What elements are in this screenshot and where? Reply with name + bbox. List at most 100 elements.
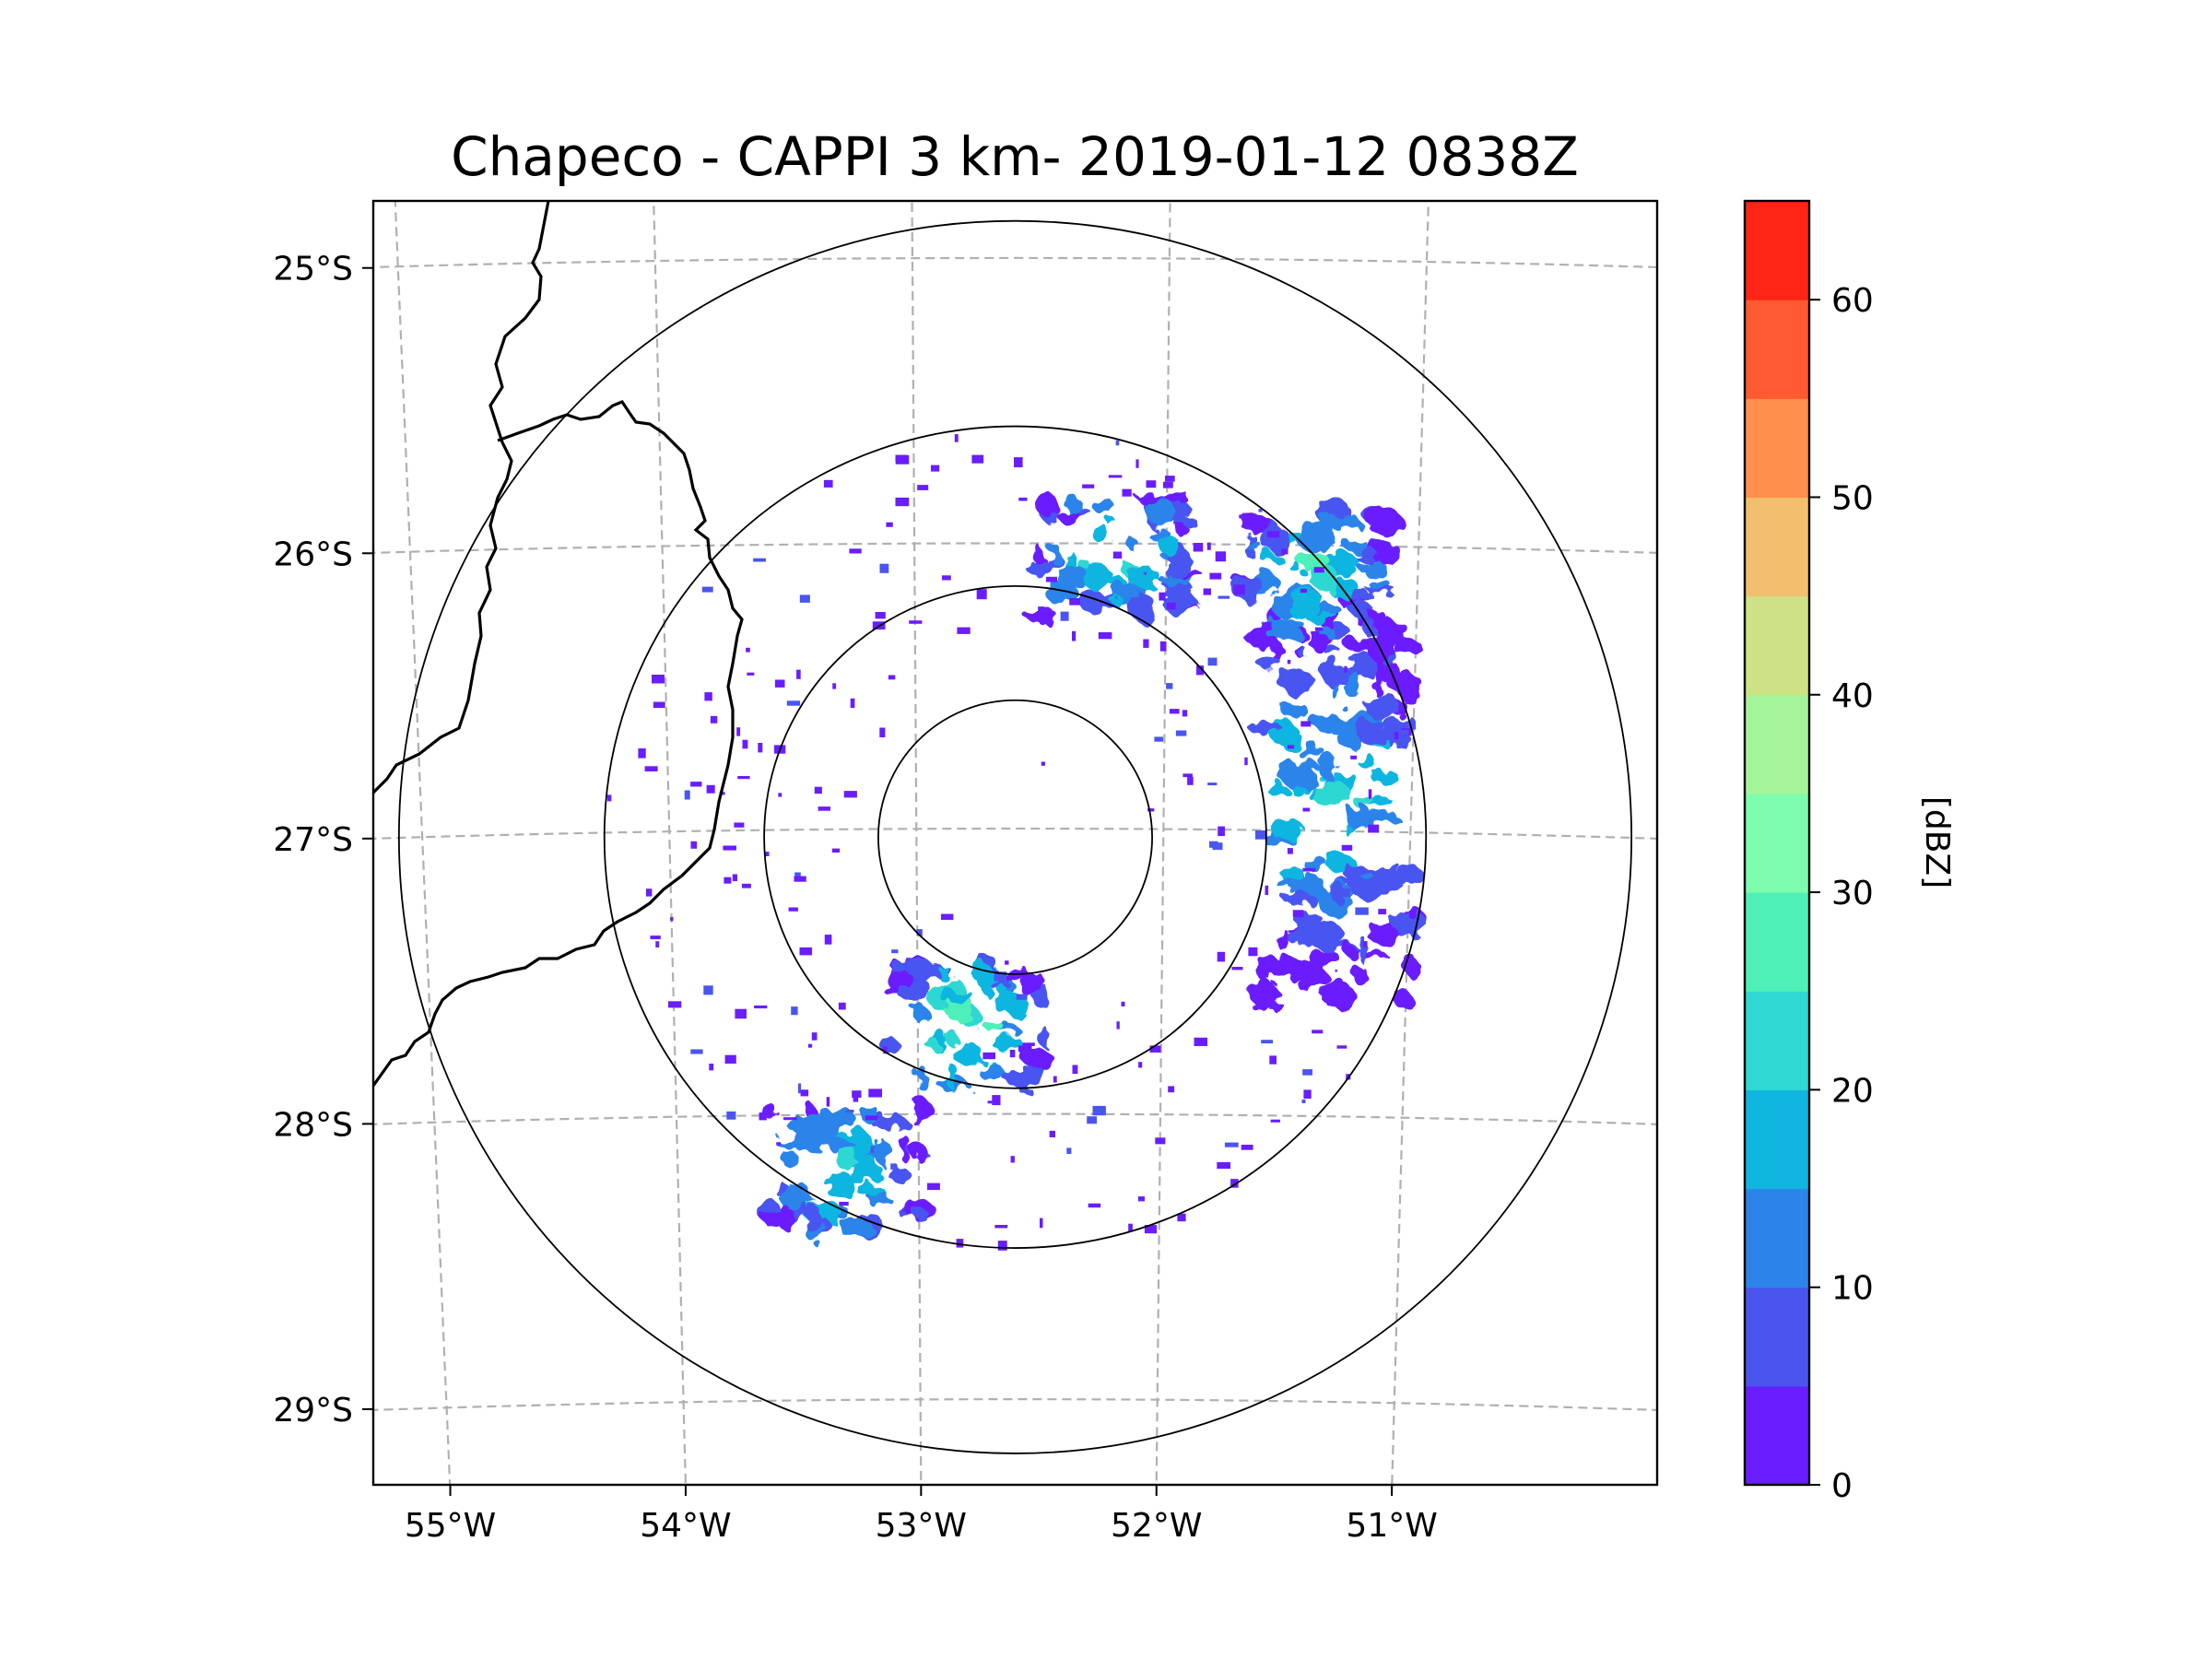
echo-pixel: [1343, 540, 1371, 552]
echo-pixel: [1022, 1042, 1035, 1046]
echo-pixel: [913, 1206, 927, 1220]
echo-pixel: [1287, 848, 1293, 854]
latitude-gridlines: [373, 256, 1657, 1412]
echo-pixel: [1187, 776, 1194, 785]
echo-pixel: [843, 791, 857, 798]
echo-pixel: [734, 822, 745, 828]
echo-pixel: [1088, 1203, 1101, 1208]
echo-pixel: [954, 434, 959, 442]
echo-pixel: [1350, 964, 1362, 978]
echo-pixel: [891, 949, 899, 954]
echo-pixel: [1082, 484, 1095, 488]
echo-pixel: [644, 766, 658, 771]
echo-pixel: [1215, 551, 1227, 562]
echo-pixel: [1049, 1130, 1055, 1137]
echo-pixel: [942, 575, 951, 581]
echo-pixel: [1233, 584, 1245, 595]
echo-pixel: [703, 985, 713, 995]
echo-pixel: [1265, 885, 1269, 895]
echo-pixel: [1009, 1050, 1016, 1058]
colorbar-tick-label: 10: [1831, 1270, 1874, 1308]
echo-pixel: [913, 1005, 929, 1023]
echo-pixel: [1350, 755, 1358, 759]
echo-pixel: [1039, 1026, 1050, 1048]
echo-pixel: [1368, 789, 1372, 799]
echo-pixel: [1014, 457, 1023, 467]
echo-pixel: [1217, 1161, 1230, 1170]
echo-pixel: [1312, 1030, 1324, 1034]
echo-pixel: [924, 1105, 934, 1109]
echo-pixel: [1016, 994, 1028, 1000]
echo-pixel: [1331, 984, 1357, 1010]
colorbar-swatch: [1745, 1287, 1809, 1387]
echo-pixel: [1135, 459, 1139, 468]
colorbar-swatch: [1745, 793, 1809, 893]
latitude-axis: 25°S 26°S 27°S 28°S 29°S: [273, 251, 373, 1430]
echo-pixel: [811, 1032, 818, 1041]
echo-pixel: [1291, 588, 1324, 616]
echo-pixel: [1143, 639, 1149, 648]
echo-pixel: [655, 941, 660, 947]
echo-pixel: [706, 784, 715, 794]
echo-pixel: [1341, 844, 1353, 851]
echo-pixel: [1203, 588, 1211, 595]
echo-pixel: [1394, 865, 1424, 885]
echo-pixel: [1376, 625, 1402, 635]
echo-pixel: [1149, 1045, 1161, 1053]
longitude-gridlines: [394, 201, 1430, 1485]
range-rings: [397, 219, 1633, 1454]
echo-pixel: [1346, 804, 1372, 831]
colorbar-swatch: [1745, 892, 1809, 992]
echo-pixel: [776, 1142, 781, 1146]
echo-pixel: [1310, 714, 1347, 730]
echo-pixel: [807, 1043, 813, 1048]
echo-pixel: [1287, 745, 1295, 749]
echo-pixel: [868, 1088, 882, 1098]
echo-pixel: [1364, 812, 1398, 821]
echo-pixel: [1261, 1040, 1274, 1044]
echo-pixel: [1325, 567, 1337, 595]
echo-pixel: [1277, 927, 1288, 951]
echo-pixel: [1393, 992, 1415, 1008]
colorbar-ticks: 0 10 20 30 40 50 60: [1809, 282, 1874, 1505]
echo-pixel: [1159, 577, 1195, 585]
colorbar: 0 10 20 30 40 50 60 [dBZ]: [1743, 199, 1956, 1505]
longitude-gridline: [1155, 201, 1171, 1485]
echo-pixel: [993, 1034, 1022, 1053]
echo-pixel: [1194, 1037, 1207, 1046]
echo-pixel: [1196, 665, 1204, 676]
echo-pixel: [1363, 941, 1368, 947]
echo-scattered-noise: [607, 434, 1416, 1251]
echo-pixel: [724, 1054, 736, 1064]
echo-pixel: [1282, 702, 1309, 720]
echo-pixel: [1406, 906, 1420, 918]
echo-pixel: [1207, 657, 1218, 666]
echo-pixel: [1127, 539, 1140, 551]
echo-pixel: [709, 1064, 714, 1071]
echo-pixel: [704, 692, 712, 701]
echo-pixel: [1224, 1142, 1239, 1147]
echo-pixel: [1292, 910, 1304, 918]
echo-pixel: [838, 1002, 846, 1010]
echo-pixel: [911, 1140, 924, 1162]
map-panel: 55°W 54°W 53°W 52°W 51°W 25°S 26°S 27°S 28°S 29°…: [273, 199, 1659, 1545]
echo-pixel: [982, 970, 993, 996]
echo-pixel: [833, 1145, 858, 1169]
echo-pixel: [994, 1225, 1008, 1229]
range-ring: [603, 425, 1428, 1249]
echo-pixel: [797, 1083, 802, 1094]
echo-pixel: [1280, 864, 1302, 882]
echo-pixel: [786, 700, 801, 706]
echo-pixel: [1244, 757, 1248, 766]
echo-pixel: [1045, 576, 1057, 582]
echo-pixel: [724, 877, 732, 884]
echo-north-cluster: [1025, 491, 1204, 626]
echo-pixel: [983, 1021, 1004, 1031]
echo-pixel: [1248, 947, 1258, 957]
latitude-gridline: [373, 827, 1657, 840]
echo-pixel: [1129, 593, 1156, 622]
echo-pixel: [1404, 960, 1416, 964]
echo-pixel: [737, 776, 750, 780]
echo-pixel: [945, 1030, 959, 1047]
echo-pixel: [809, 1115, 841, 1142]
